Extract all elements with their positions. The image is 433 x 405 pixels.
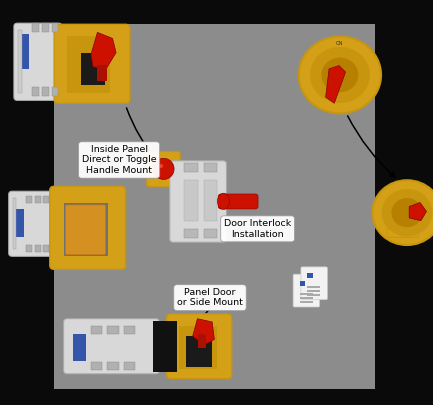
FancyBboxPatch shape — [9, 191, 57, 256]
Bar — [300, 281, 305, 286]
Circle shape — [372, 180, 433, 245]
Bar — [91, 326, 102, 334]
Ellipse shape — [157, 164, 163, 168]
FancyBboxPatch shape — [147, 151, 180, 187]
Circle shape — [382, 189, 432, 236]
Bar — [307, 290, 320, 292]
Bar — [42, 87, 49, 96]
Bar — [198, 334, 206, 348]
Bar — [184, 163, 198, 172]
Bar — [22, 34, 29, 69]
FancyBboxPatch shape — [387, 218, 418, 237]
FancyBboxPatch shape — [293, 274, 320, 307]
Bar — [97, 65, 107, 81]
Bar — [300, 293, 313, 295]
Bar — [307, 273, 313, 278]
Bar — [35, 245, 41, 252]
Text: Panel Door
or Side Mount: Panel Door or Side Mount — [177, 288, 243, 307]
FancyBboxPatch shape — [64, 319, 159, 374]
Text: Door Interlock
Installation: Door Interlock Installation — [224, 219, 291, 239]
Bar — [307, 294, 320, 296]
Bar — [91, 362, 102, 370]
Bar — [153, 321, 177, 372]
Circle shape — [321, 58, 359, 92]
Circle shape — [391, 198, 423, 227]
Bar — [204, 163, 217, 172]
Text: Inside Panel
Direct or Toggle
Handle Mount: Inside Panel Direct or Toggle Handle Mou… — [82, 145, 156, 175]
FancyBboxPatch shape — [218, 194, 258, 209]
Bar — [107, 326, 119, 334]
Bar — [43, 196, 49, 203]
Polygon shape — [326, 66, 346, 103]
Bar — [184, 180, 198, 221]
Bar — [43, 245, 49, 252]
Bar — [42, 23, 49, 32]
FancyBboxPatch shape — [65, 205, 106, 255]
Bar — [124, 362, 135, 370]
Circle shape — [310, 47, 369, 102]
Bar — [184, 229, 198, 238]
FancyBboxPatch shape — [167, 314, 232, 379]
Bar — [307, 286, 320, 288]
Bar — [32, 23, 39, 32]
Circle shape — [299, 36, 381, 113]
FancyBboxPatch shape — [170, 161, 226, 242]
Bar — [179, 326, 217, 369]
Bar — [67, 36, 110, 93]
Polygon shape — [193, 319, 214, 345]
Bar — [300, 297, 313, 299]
FancyBboxPatch shape — [301, 267, 327, 300]
Bar — [16, 209, 24, 237]
FancyBboxPatch shape — [50, 186, 126, 269]
Bar — [52, 87, 58, 96]
Text: ON: ON — [336, 41, 344, 46]
Bar — [204, 180, 217, 221]
Bar — [73, 334, 86, 361]
Polygon shape — [409, 202, 427, 221]
Bar — [13, 198, 16, 249]
Ellipse shape — [153, 158, 174, 179]
FancyBboxPatch shape — [14, 23, 62, 100]
Bar — [32, 87, 39, 96]
Bar — [64, 202, 108, 256]
Bar — [300, 301, 313, 303]
Bar — [26, 196, 32, 203]
Bar — [18, 30, 22, 93]
FancyBboxPatch shape — [54, 24, 130, 103]
Bar — [52, 23, 58, 32]
Bar — [81, 53, 105, 85]
Bar — [186, 336, 212, 367]
Bar — [107, 362, 119, 370]
Bar — [35, 196, 41, 203]
Bar — [204, 229, 217, 238]
Polygon shape — [91, 32, 116, 69]
Ellipse shape — [217, 193, 229, 209]
Bar — [26, 245, 32, 252]
Bar — [124, 326, 135, 334]
Bar — [54, 24, 375, 389]
